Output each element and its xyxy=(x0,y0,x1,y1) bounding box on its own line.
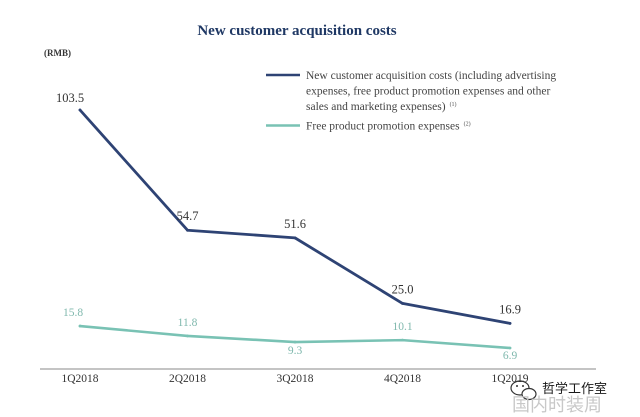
data-label: 51.6 xyxy=(284,217,306,231)
legend-label: New customer acquisition costs (includin… xyxy=(306,70,556,82)
watermark-line1: 哲学工作室 xyxy=(542,381,607,397)
legend: New customer acquisition costs (includin… xyxy=(266,70,556,133)
data-label: 16.9 xyxy=(499,302,521,316)
data-label: 54.7 xyxy=(177,209,199,223)
x-tick-labels: 1Q2018 2Q2018 3Q2018 4Q2018 1Q2019 xyxy=(61,373,528,385)
data-label: 10.1 xyxy=(392,321,412,333)
data-label: 15.8 xyxy=(63,307,83,319)
series-1-point xyxy=(508,321,512,325)
chart-title: New customer acquisition costs xyxy=(197,23,396,39)
series-2-point xyxy=(186,334,189,338)
series-1-point xyxy=(78,108,82,112)
legend-label: sales and marketing expenses) (1) xyxy=(306,101,457,113)
series-1-point xyxy=(293,236,297,240)
unit-label: (RMB) xyxy=(44,48,71,58)
watermark: 哲学工作室 国内时装周 xyxy=(510,380,607,416)
series-2-point xyxy=(78,324,82,328)
watermark-line2: 国内时装周 xyxy=(512,395,602,416)
series-1-point xyxy=(186,228,189,232)
data-label: 9.3 xyxy=(288,345,303,357)
series-2-point xyxy=(401,338,404,342)
data-label: 11.8 xyxy=(178,317,198,329)
legend-label: expenses, free product promotion expense… xyxy=(306,86,550,98)
x-tick-3Q2018: 3Q2018 xyxy=(276,373,313,385)
series-2-point xyxy=(293,340,297,344)
x-tick-4Q2018: 4Q2018 xyxy=(384,373,421,385)
legend-label: Free product promotion expenses (2) xyxy=(306,121,471,133)
data-label: 6.9 xyxy=(503,350,518,362)
x-tick-1Q2019: 1Q2019 xyxy=(491,373,528,385)
series-1-point xyxy=(401,302,404,305)
x-tick-2Q2018: 2Q2018 xyxy=(169,373,206,385)
series-2-point xyxy=(508,346,512,350)
series-layer: 103.5 54.7 51.6 25.0 16.9 15.8 11.8 9.3 10.1 6.9 xyxy=(56,91,521,362)
x-tick-1Q2018: 1Q2018 xyxy=(61,373,98,385)
data-label: 25.0 xyxy=(392,282,414,296)
wechat-icon xyxy=(510,380,537,401)
data-label: 103.5 xyxy=(56,91,84,105)
